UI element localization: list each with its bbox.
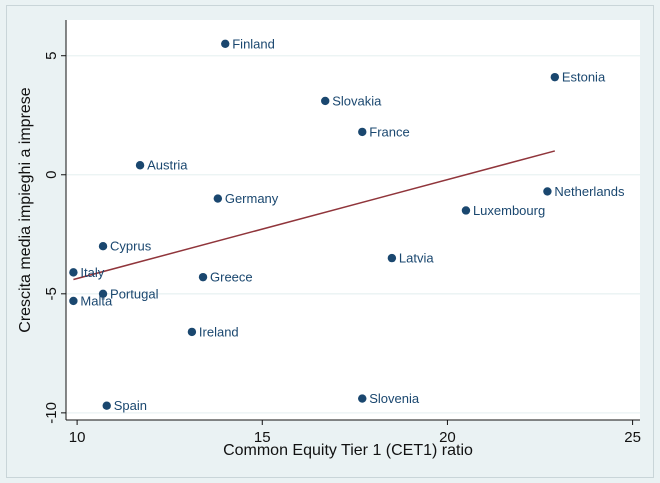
point-label: France — [369, 124, 409, 139]
data-point — [98, 289, 108, 299]
data-point — [98, 241, 108, 251]
data-point — [550, 72, 560, 82]
fit-line — [73, 150, 556, 281]
point-label: Latvia — [399, 251, 434, 266]
y-axis-title: Crescita media impieghi a imprese — [17, 87, 34, 333]
data-point — [69, 296, 78, 306]
data-point — [358, 127, 367, 137]
gridlines — [66, 55, 640, 414]
data-point — [461, 206, 471, 215]
y-tick-label: -10 — [43, 402, 60, 424]
axes: -10 -5 0 5 10 15 20 25 — [43, 20, 641, 446]
fit-line-group — [73, 150, 556, 281]
data-point — [198, 272, 208, 282]
x-tick-label: 25 — [624, 429, 641, 446]
point-label: Slovenia — [369, 391, 420, 406]
plot-area — [66, 20, 640, 420]
point-label: Greece — [210, 270, 253, 285]
point-label: Finland — [232, 36, 275, 51]
data-point — [358, 394, 367, 403]
points-group: Finland Estonia Slovakia France Austria Nethe… — [69, 36, 625, 413]
x-tick-label: 15 — [254, 429, 271, 446]
point-label: Ireland — [199, 324, 239, 339]
data-point — [321, 96, 330, 106]
point-label: Portugal — [110, 286, 159, 301]
data-point — [543, 187, 552, 196]
y-tick-label: -5 — [43, 287, 60, 300]
point-label: Austria — [147, 158, 188, 173]
x-axis-title: Common Equity Tier 1 (CET1) ratio — [223, 442, 473, 459]
point-label: Malta — [80, 293, 113, 308]
point-label: Italy — [80, 265, 104, 280]
data-point — [135, 161, 145, 170]
data-point — [102, 401, 111, 410]
point-label: Netherlands — [554, 184, 625, 199]
x-tick-label: 10 — [69, 429, 86, 446]
point-label: Estonia — [562, 70, 606, 85]
y-tick-label: 5 — [43, 52, 60, 60]
data-point — [213, 194, 223, 203]
point-label: Cyprus — [110, 239, 152, 254]
data-point — [221, 39, 230, 49]
point-label: Slovakia — [332, 93, 382, 108]
y-tick-label: 0 — [43, 171, 60, 179]
point-label: Germany — [225, 191, 279, 206]
point-label: Spain — [114, 398, 147, 413]
data-point — [387, 253, 397, 263]
data-point — [187, 327, 197, 337]
data-point — [69, 268, 78, 277]
x-tick-label: 20 — [439, 429, 456, 446]
point-label: Luxembourg — [473, 203, 545, 218]
